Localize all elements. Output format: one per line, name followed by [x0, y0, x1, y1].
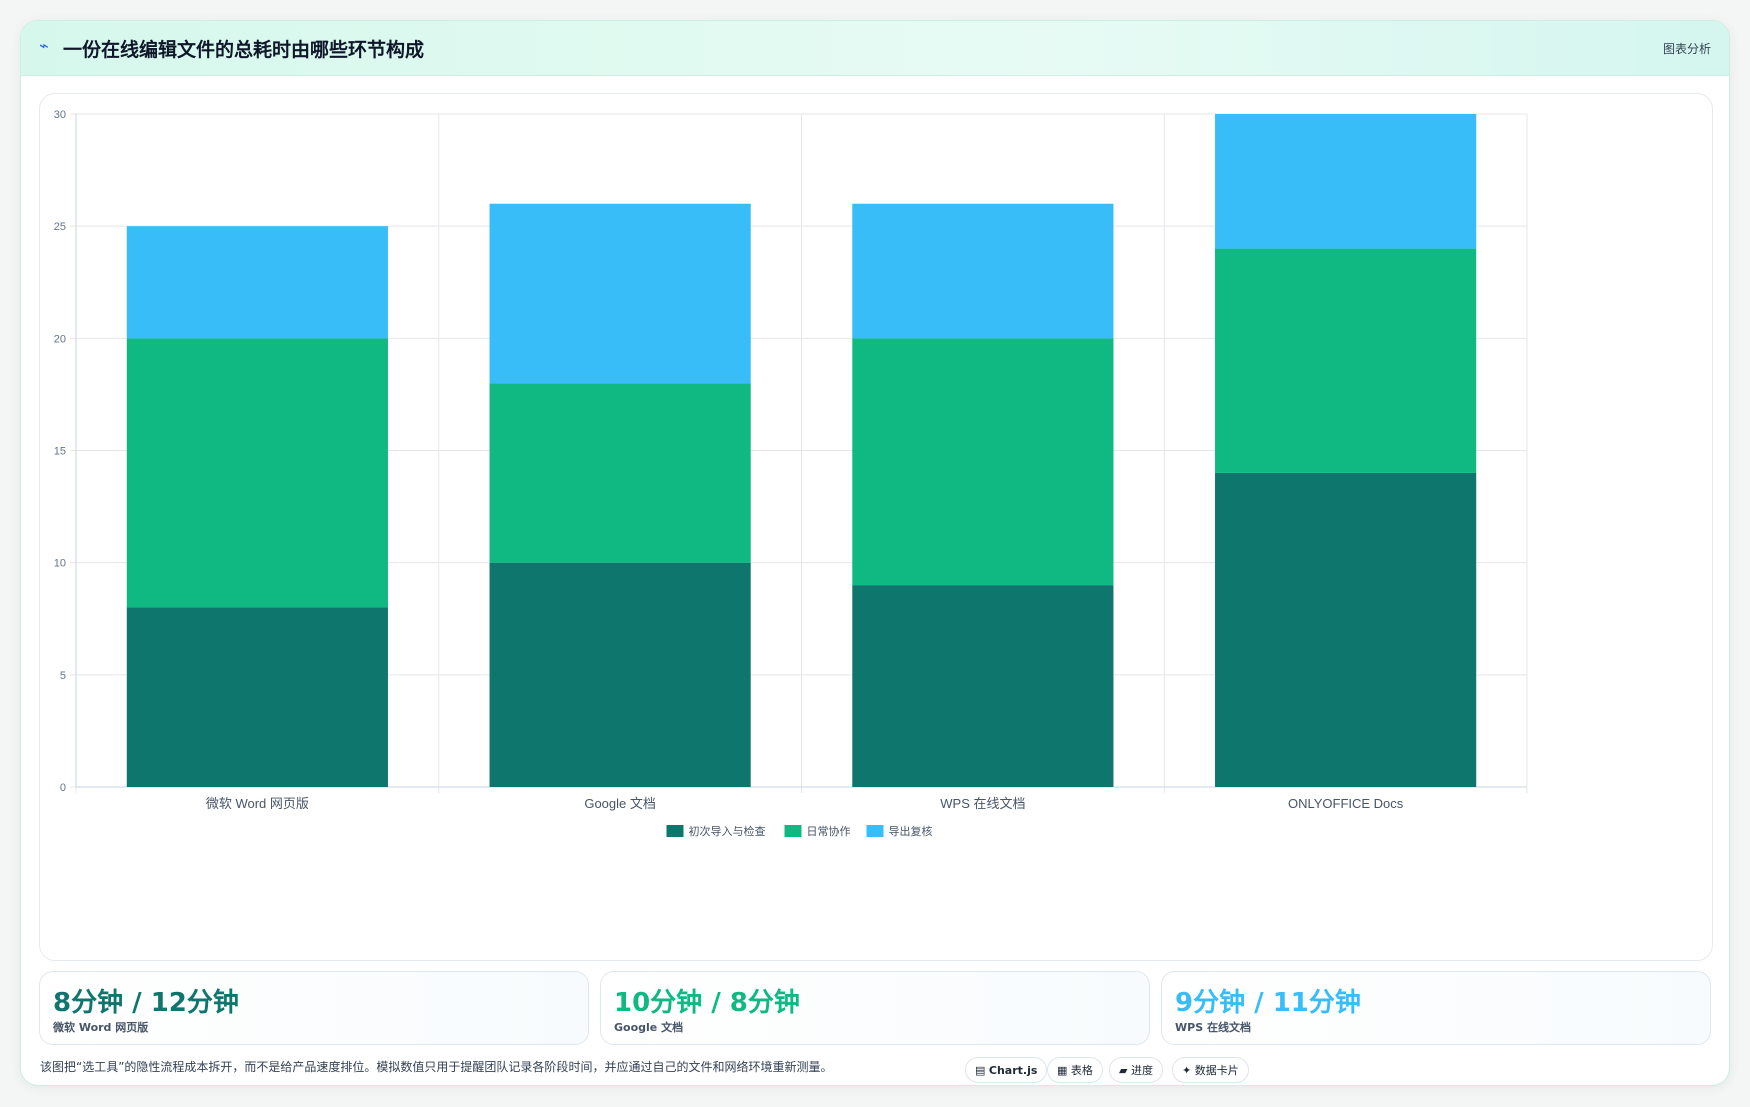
y-tick-label: 5: [60, 670, 66, 682]
legend-label: 初次导入与检查: [689, 824, 766, 838]
tag-data-card[interactable]: ✦ 数据卡片: [1172, 1057, 1249, 1083]
tag-table[interactable]: ▦ 表格: [1047, 1057, 1103, 1083]
legend-label: 导出复核: [889, 824, 933, 838]
x-tick-label: Google 文档: [584, 796, 656, 811]
bar-segment: [489, 562, 751, 787]
bar-segment: [126, 607, 388, 787]
chart-logo-icon: ⌁: [39, 36, 49, 55]
stat-card-wps: 9分钟 / 11分钟 WPS 在线文档: [1161, 971, 1711, 1045]
legend-swatch: [784, 825, 802, 837]
chart-analysis-label: 图表分析: [1662, 42, 1711, 56]
y-tick-label: 10: [54, 558, 66, 570]
bar-segment: [1215, 472, 1477, 787]
stat-card-google: 10分钟 / 8分钟 Google 文档: [600, 971, 1150, 1045]
x-tick-label: ONLYOFFICE Docs: [1288, 796, 1404, 811]
tag-progress[interactable]: ▰ 进度: [1109, 1057, 1163, 1083]
y-tick-label: 25: [54, 221, 66, 233]
tag-label: 进度: [1130, 1064, 1153, 1077]
bar-segment: [126, 338, 388, 608]
stat-label: Google 文档: [614, 1021, 684, 1034]
stat-label: 微软 Word 网页版: [53, 1021, 149, 1034]
stat-cards: 8分钟 / 12分钟 微软 Word 网页版 10分钟 / 8分钟 Google…: [39, 971, 1711, 1045]
legend-swatch: [866, 825, 884, 837]
footnote: 该图把“选工具”的隐性流程成本拆开，而不是给产品速度排位。模拟数值只用于提醒团队…: [40, 1060, 833, 1074]
x-tick-label: WPS 在线文档: [940, 796, 1025, 811]
bar-segment: [852, 338, 1114, 586]
bar-segment: [126, 226, 388, 339]
bar-segment: [852, 585, 1114, 787]
y-tick-label: 20: [54, 333, 66, 345]
table-icon: ▦: [1057, 1064, 1068, 1077]
stat-value: 9分钟 / 11分钟: [1175, 988, 1361, 1018]
bar-segment: [1215, 114, 1477, 249]
tag-label: 表格: [1070, 1064, 1093, 1077]
chart-container: 0 5 10 15 20 25 30 微软 Word 网页版 Google 文档 WPS 在线文档…: [39, 93, 1713, 961]
legend-label: 日常协作: [807, 824, 851, 838]
tag-label: Chart.js: [988, 1064, 1038, 1077]
legend-swatch: [666, 825, 684, 837]
page-title: 一份在线编辑文件的总耗时由哪些环节构成: [63, 39, 425, 61]
tag-chartjs[interactable]: ▤ Chart.js: [965, 1057, 1048, 1083]
stat-value: 10分钟 / 8分钟: [614, 988, 800, 1018]
bar-segment: [489, 203, 751, 384]
y-tick-label: 15: [54, 446, 66, 458]
y-tick-label: 30: [54, 109, 66, 121]
bar-segment: [489, 383, 751, 563]
bar-segment: [1215, 248, 1477, 473]
x-tick-label: 微软 Word 网页版: [206, 796, 309, 811]
stat-value: 8分钟 / 12分钟: [53, 988, 239, 1018]
y-tick-label: 0: [60, 782, 66, 794]
progress-icon: ▰: [1119, 1064, 1128, 1077]
sparkle-icon: ✦: [1182, 1064, 1192, 1077]
stacked-bar-chart: 0 5 10 15 20 25 30 微软 Word 网页版 Google 文档 WPS 在线文档…: [54, 109, 1528, 838]
stat-card-word: 8分钟 / 12分钟 微软 Word 网页版: [39, 971, 589, 1045]
bar-segment: [852, 203, 1114, 339]
stat-label: WPS 在线文档: [1175, 1021, 1251, 1034]
chart-card: ⌁ 一份在线编辑文件的总耗时由哪些环节构成 图表分析 0 5 10 15 20 25 30 微…: [20, 20, 1730, 1086]
card-header: ⌁ 一份在线编辑文件的总耗时由哪些环节构成 图表分析: [21, 21, 1729, 76]
chart-icon: ▤: [975, 1064, 986, 1077]
tag-label: 数据卡片: [1194, 1064, 1239, 1077]
